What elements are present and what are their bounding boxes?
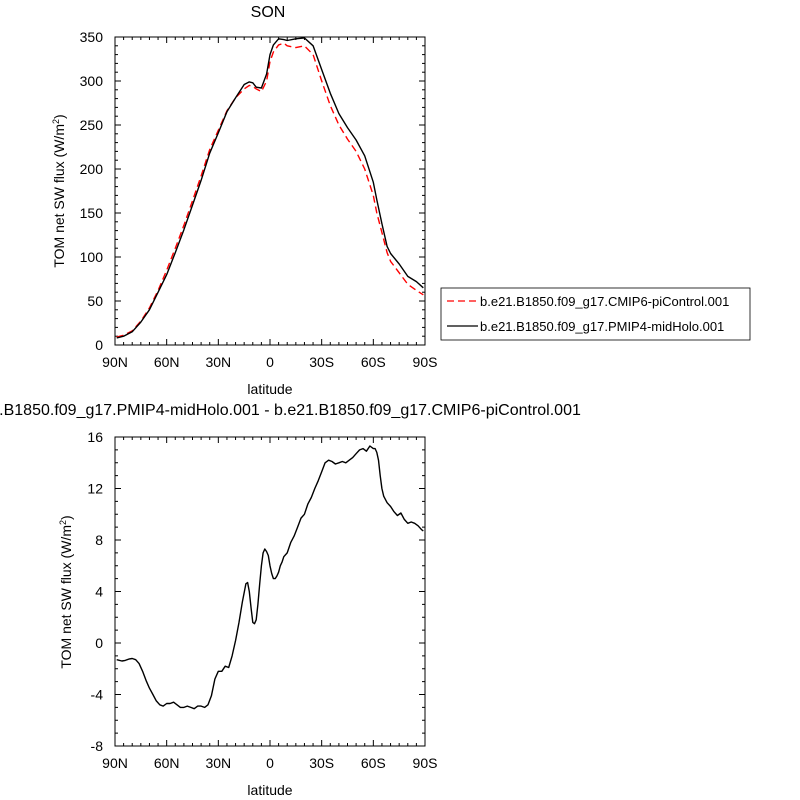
x-tick-label: 30S [309,755,334,771]
panel-1-legend: b.e21.B1850.f09_g17.CMIP6-piControl.001 … [440,287,751,341]
series-line-0-1 [116,37,424,339]
panel-2-y-axis-title-end: ) [58,515,74,520]
y-tick-label: 100 [80,249,104,265]
panel-1: SON 90N 60N 30N 0 30S 60S 90S 0 50 100 150 200 250 30… [51,4,751,397]
x-tick-label: 30N [205,354,231,370]
x-tick-label: 60S [361,354,386,370]
panel-2-series [116,445,424,710]
legend-label-piControl: b.e21.B1850.f09_g17.CMIP6-piControl.001 [480,294,729,309]
panel-2-x-axis-title: latitude [247,782,292,798]
y-tick-label: 150 [80,205,104,221]
y-tick-label: 8 [95,532,103,548]
panel-2-ticks: 90N 60N 30N 0 30S 60S 90S -8 -4 0 4 8 12 16 [87,429,437,771]
x-tick-label: 60N [154,755,180,771]
y-tick-label: -8 [91,738,104,754]
y-tick-label: 250 [80,117,104,133]
panel-1-plot-frame [114,36,426,346]
y-tick-label: 200 [80,161,104,177]
y-tick-label: 50 [87,293,103,309]
x-tick-label: 0 [266,354,274,370]
y-tick-label: -4 [91,687,104,703]
panel-2-y-axis-title-main: TOM net SW flux (W/m [58,525,74,669]
x-tick-label: 60N [154,354,180,370]
panel-1-title: SON [251,4,286,21]
y-tick-label: 16 [87,429,103,445]
legend-frame [440,287,751,341]
x-tick-label: 90N [102,755,128,771]
panel-1-series [116,37,424,339]
panel-1-y-axis-title: TOM net SW flux (W/m2) [51,114,67,267]
x-tick-label: 60S [361,755,386,771]
panel-2-y-axis-title-superscript: 2 [58,520,68,525]
series-line-1-0 [116,445,424,710]
panel-2-plot-frame [114,436,426,747]
x-tick-label: 90S [413,354,438,370]
panel-2: b.e21.B1850.f09_g17.PMIP4-midHolo.001 - … [0,402,581,798]
x-tick-label: 30S [309,354,334,370]
panel-1-y-axis-title-main: TOM net SW flux (W/m [51,124,67,268]
legend-label-midHolo: b.e21.B1850.f09_g17.PMIP4-midHolo.001 [480,319,724,334]
y-tick-label: 4 [95,584,103,600]
panel-1-y-axis-title-end: ) [51,114,67,119]
x-tick-label: 90N [102,354,128,370]
panel-1-x-axis-title: latitude [247,381,292,397]
y-tick-label: 0 [95,635,103,651]
y-tick-label: 12 [87,481,103,497]
panel-1-y-axis-title-superscript: 2 [51,119,61,124]
panel-2-y-axis-title: TOM net SW flux (W/m2) [58,515,74,668]
series-line-0-0 [116,42,424,338]
y-tick-label: 0 [95,337,103,353]
x-tick-label: 0 [266,755,274,771]
x-tick-label: 30N [205,755,231,771]
y-tick-label: 300 [80,73,104,89]
panel-1-ticks: 90N 60N 30N 0 30S 60S 90S 0 50 100 150 200 250 300 350 [80,29,438,370]
panel-2-title: b.e21.B1850.f09_g17.PMIP4-midHolo.001 - … [0,402,581,419]
x-tick-label: 90S [413,755,438,771]
y-tick-label: 350 [80,29,104,45]
